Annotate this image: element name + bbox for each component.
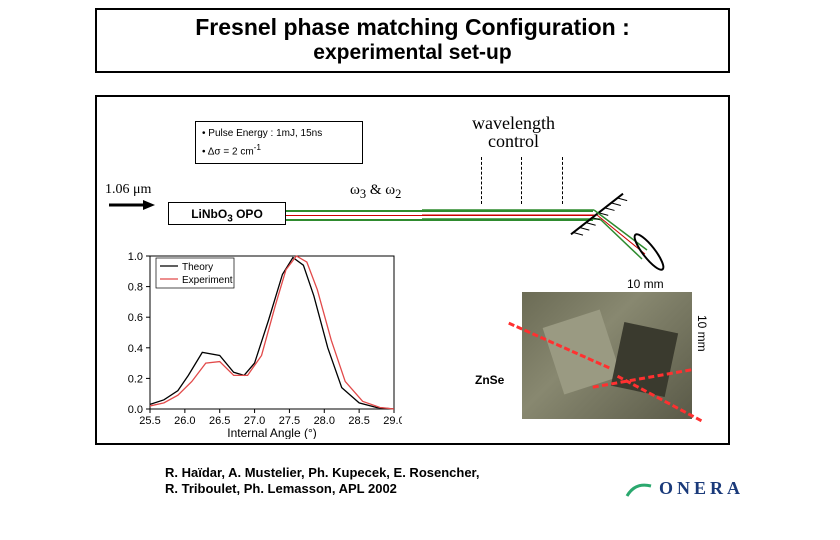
title-sub: experimental set-up (97, 41, 728, 65)
onera-logo: ONERA (625, 478, 744, 499)
pump-arrow-icon (107, 198, 155, 212)
photo-block-2 (611, 322, 678, 397)
citation-line-2: R. Triboulet, Ph. Lemasson, APL 2002 (165, 481, 480, 497)
svg-text:29.0: 29.0 (383, 415, 402, 427)
svg-text:26.0: 26.0 (174, 415, 195, 427)
wavelength-control-label: wavelength control (472, 114, 555, 150)
omega-label: ω3 & ω2 (350, 182, 401, 202)
svg-text:Experiment: Experiment (182, 275, 233, 286)
pump-wavelength-label: 1.06 μm (105, 182, 151, 198)
sample-photo (522, 292, 692, 419)
svg-text:28.0: 28.0 (314, 415, 335, 427)
logo-text: ONERA (659, 478, 744, 499)
svg-text:0.2: 0.2 (128, 373, 143, 385)
svg-text:0.4: 0.4 (128, 343, 143, 355)
photo-width-label: 10 mm (627, 277, 664, 291)
title-box: Fresnel phase matching Configuration : e… (95, 8, 730, 73)
diagram-frame: • Pulse Energy : 1mJ, 15ns • Δσ = 2 cm-1… (95, 95, 730, 445)
intensity-chart: 0.00.20.40.60.81.025.526.026.527.027.528… (112, 244, 402, 439)
pulse-line-2: • Δσ = 2 cm-1 (202, 141, 356, 159)
svg-text:0.8: 0.8 (128, 282, 143, 294)
logo-swoosh-icon (625, 480, 653, 498)
svg-text:1.0: 1.0 (128, 251, 143, 263)
photo-height-label: 10 mm (695, 315, 709, 352)
citation: R. Haïdar, A. Mustelier, Ph. Kupecek, E.… (165, 465, 480, 498)
pulse-line-1: • Pulse Energy : 1mJ, 15ns (202, 126, 356, 141)
svg-text:25.5: 25.5 (139, 415, 160, 427)
pulse-energy-box: • Pulse Energy : 1mJ, 15ns • Δσ = 2 cm-1 (195, 121, 363, 164)
optics-schematic (422, 147, 722, 267)
opo-box: LiNbO3 OPO (168, 202, 286, 225)
svg-text:Theory: Theory (182, 262, 213, 273)
svg-text:Internal Angle (°): Internal Angle (°) (227, 426, 317, 439)
material-label: ZnSe (475, 373, 504, 387)
svg-text:0.6: 0.6 (128, 312, 143, 324)
svg-text:28.5: 28.5 (348, 415, 369, 427)
citation-line-1: R. Haïdar, A. Mustelier, Ph. Kupecek, E.… (165, 465, 480, 481)
title-main: Fresnel phase matching Configuration : (97, 14, 728, 41)
